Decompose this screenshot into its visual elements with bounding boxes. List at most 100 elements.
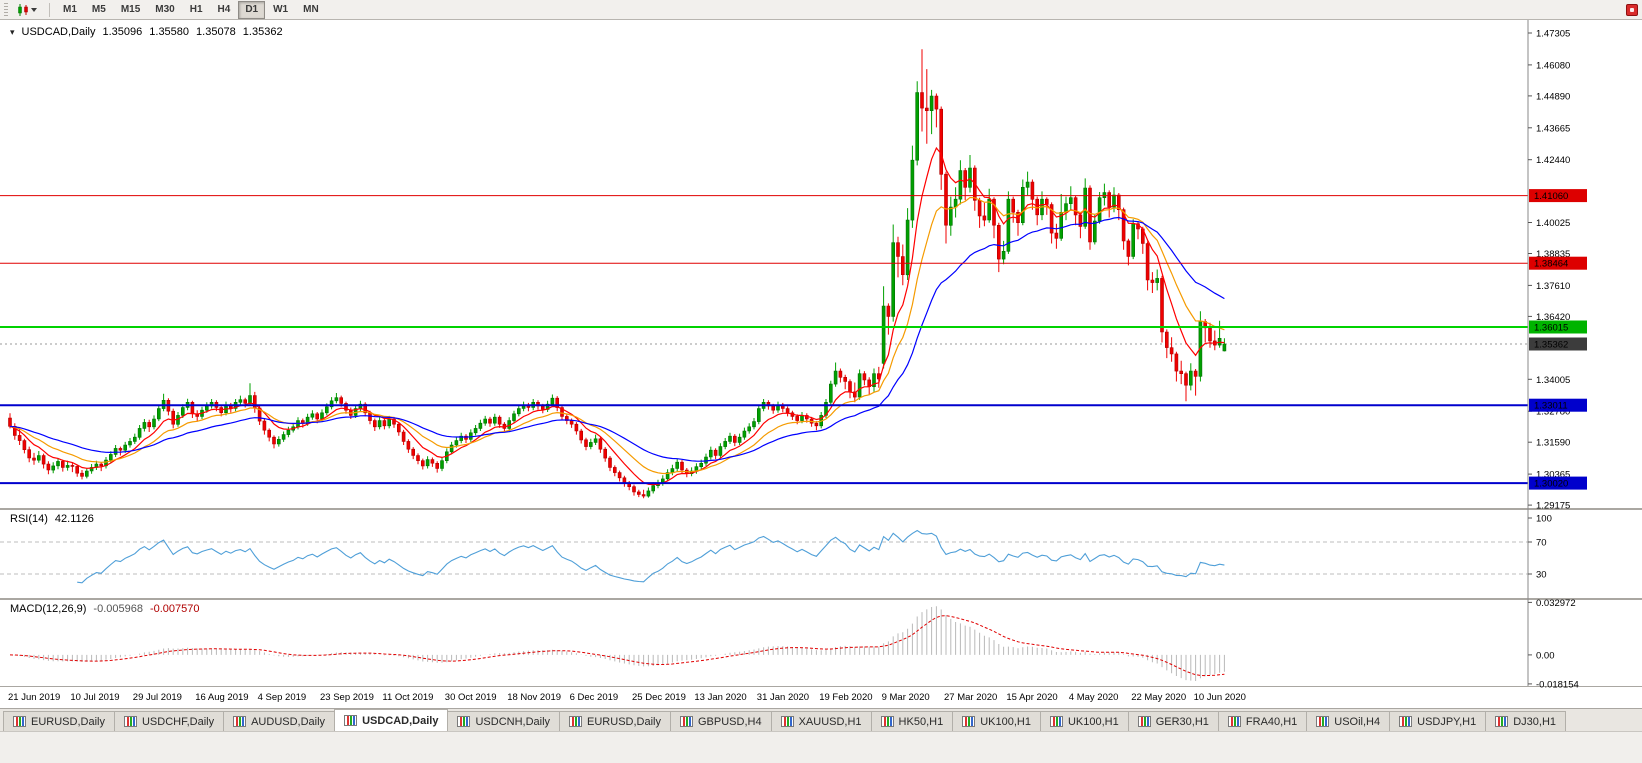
timeframe-button-m1[interactable]: M1 [63, 3, 77, 15]
timeframe-button-m5[interactable]: M5 [91, 3, 106, 15]
price-axis-label: 1.32780 [1536, 407, 1570, 418]
mini-chart-icon [457, 716, 471, 727]
timeframe-button-m30[interactable]: M30 [155, 3, 175, 15]
chart-tab-xauusd-h1[interactable]: XAUUSD,H1 [770, 711, 872, 731]
chart-tab-hk50-h1[interactable]: HK50,H1 [870, 711, 954, 731]
chart-periods-dropdown-icon[interactable] [13, 2, 43, 18]
date-axis-label: 23 Sep 2019 [320, 692, 374, 703]
mini-chart-icon [962, 716, 976, 727]
price-axis-label: 1.38835 [1536, 249, 1570, 260]
tab-label: USDJPY,H1 [1417, 715, 1477, 728]
price-axis-label: 1.47305 [1536, 29, 1570, 40]
chart-tab-gbpusd-h4[interactable]: GBPUSD,H4 [670, 711, 772, 731]
mini-chart-icon [233, 716, 247, 727]
price-axis-label: 1.43665 [1536, 123, 1570, 134]
price-axis-label: 1.36420 [1536, 312, 1570, 323]
panel-separator[interactable] [0, 598, 1642, 600]
chart-tab-audusd-daily[interactable]: AUDUSD,Daily [223, 711, 336, 731]
chart-tab-ger30-h1[interactable]: GER30,H1 [1127, 711, 1219, 731]
price-axis-label: 1.42440 [1536, 155, 1570, 166]
date-axis-label: 30 Oct 2019 [445, 692, 497, 703]
chart-tab-uk100-h1[interactable]: UK100,H1 [952, 711, 1041, 731]
mini-chart-icon [1049, 716, 1063, 727]
date-axis-label: 21 Jun 2019 [8, 692, 60, 703]
rsi-axis-label: 30 [1536, 570, 1547, 581]
date-axis-label: 27 Mar 2020 [944, 692, 997, 703]
mini-chart-icon [1137, 716, 1151, 727]
timeframe-button-mn[interactable]: MN [303, 3, 319, 15]
panel-separator[interactable] [0, 508, 1642, 510]
tab-label: USDCNH,Daily [475, 715, 551, 728]
date-axis-label: 15 Apr 2020 [1006, 692, 1057, 703]
tab-label: GBPUSD,H4 [698, 715, 762, 728]
tab-label: EURUSD,Daily [31, 715, 105, 728]
date-axis-label: 13 Jan 2020 [694, 692, 746, 703]
rsi-axis-label: 70 [1536, 538, 1547, 549]
price-axis-label: 1.40025 [1536, 218, 1570, 229]
rsi-axis-label: 100 [1536, 514, 1552, 525]
chart-tab-usdjpy-h1[interactable]: USDJPY,H1 [1389, 711, 1487, 731]
mini-chart-icon [344, 715, 358, 726]
price-badge [1529, 337, 1587, 351]
date-axis-label: 22 May 2020 [1131, 692, 1186, 703]
toolbar-grip[interactable] [4, 2, 8, 17]
macd-axis-label: 0.032972 [1536, 598, 1576, 609]
date-axis-label: 4 Sep 2019 [258, 692, 307, 703]
price-badge [1529, 398, 1587, 412]
chart-tab-fra40-h1[interactable]: FRA40,H1 [1217, 711, 1308, 731]
macd-axis-label: -0.018154 [1536, 679, 1579, 690]
macd-axis-label: 0.00 [1536, 650, 1555, 661]
tab-label: HK50,H1 [898, 715, 944, 728]
chart-tab-usdcnh-daily[interactable]: USDCNH,Daily [447, 711, 561, 731]
chart-tab-usdchf-daily[interactable]: USDCHF,Daily [113, 711, 225, 731]
date-axis-label: 10 Jun 2020 [1194, 692, 1246, 703]
mini-chart-icon [123, 716, 137, 727]
timeframe-button-m15[interactable]: M15 [120, 3, 141, 15]
price-badge [1529, 476, 1587, 490]
timeframe-button-h1[interactable]: H1 [189, 3, 203, 15]
tab-label: GER30,H1 [1155, 715, 1209, 728]
macd-histogram [14, 606, 1225, 681]
date-axis-label: 11 Oct 2019 [382, 692, 433, 703]
chart-tab-usdcad-daily[interactable]: USDCAD,Daily [334, 709, 449, 731]
status-bar [0, 731, 1642, 763]
price-badge [1529, 189, 1587, 203]
down-candle-wicks [9, 49, 1216, 499]
chart-tab-eurusd-daily[interactable]: EURUSD,Daily [3, 711, 115, 731]
tab-label: UK100,H1 [980, 715, 1031, 728]
mini-chart-icon [1316, 716, 1330, 727]
tab-label: AUDUSD,Daily [251, 715, 326, 728]
tab-label: FRA40,H1 [1245, 715, 1298, 728]
chart-menu-icon[interactable]: ▾ [10, 26, 15, 37]
price-badge-label: 1.35362 [1534, 340, 1568, 351]
chart-canvas[interactable]: 1.47305 1.46080 1.44890 1.43665 1.42440 1.400… [0, 20, 1642, 708]
chart-tab-usoil-h4[interactable]: USOil,H4 [1306, 711, 1391, 731]
chart-tab-uk100-h1[interactable]: UK100,H1 [1039, 711, 1129, 731]
down-candle-bodies [8, 92, 1217, 497]
timeframe-button-d1[interactable]: D1 [238, 0, 266, 19]
price-axis-label: 1.31590 [1536, 438, 1570, 449]
date-axis-label: 31 Jan 2020 [757, 692, 809, 703]
date-axis-label: 25 Dec 2019 [632, 692, 686, 703]
mini-chart-icon [1227, 716, 1241, 727]
date-axis-label: 4 May 2020 [1069, 692, 1119, 703]
date-axis-label: 18 Nov 2019 [507, 692, 561, 703]
chart-tab-dj30-h1[interactable]: DJ30,H1 [1485, 711, 1567, 731]
tab-label: UK100,H1 [1067, 715, 1119, 728]
timeframe-button-h4[interactable]: H4 [217, 3, 231, 15]
date-axis-label: 29 Jul 2019 [133, 692, 182, 703]
corner-indicator-icon[interactable] [1626, 3, 1638, 16]
date-axis-label: 16 Aug 2019 [195, 692, 248, 703]
price-badge-label: 1.36015 [1534, 323, 1568, 334]
up-candle-wicks [38, 81, 1225, 498]
moving-average-line-34 [9, 216, 1225, 462]
tab-label: XAUUSD,H1 [798, 715, 862, 728]
tab-label: USOil,H4 [1334, 715, 1381, 728]
tab-label: USDCHF,Daily [141, 715, 215, 728]
rsi-line [77, 529, 1225, 584]
timeframe-button-w1[interactable]: W1 [273, 3, 289, 15]
chart-tab-eurusd-daily[interactable]: EURUSD,Daily [559, 711, 671, 731]
price-axis-label: 1.37610 [1536, 281, 1570, 292]
price-badge-label: 1.30020 [1534, 479, 1568, 490]
